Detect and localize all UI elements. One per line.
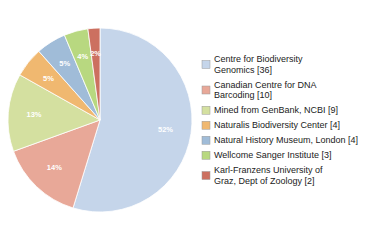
legend-label: Natural History Museum, London [4] (214, 135, 358, 145)
slices (8, 28, 192, 212)
data-label: 14% (47, 163, 62, 172)
legend-label: Wellcome Sanger Institute [3] (214, 150, 331, 160)
legend-swatch (202, 136, 210, 144)
background (0, 0, 380, 240)
legend-label: Karl-Franzens University ofGraz, Dept of… (214, 165, 323, 186)
data-label: 52% (158, 125, 173, 134)
data-label: 5% (43, 74, 54, 83)
data-labels: 52% 14% 13% 5% 5% 4%2% (26, 49, 173, 172)
legend-swatch (202, 106, 210, 114)
legend-swatch (202, 61, 210, 69)
data-label: 4% (77, 52, 88, 61)
legend-swatch (202, 121, 210, 129)
chart: 52% 14% 13% 5% 5% 4%2% Centre for Biodiversity… (0, 0, 380, 240)
legend-label: Centre for BiodiversityGenomics [36] (214, 54, 303, 75)
legend-label: Canadian Centre for DNABarcoding [10] (214, 80, 317, 101)
data-label: 2% (90, 49, 101, 58)
data-label: 5% (59, 59, 70, 68)
pie-slice (64, 29, 100, 120)
data-label: 13% (26, 110, 41, 119)
legend-label: Naturalis Biodiversity Center [4] (214, 120, 340, 130)
legend-swatch (202, 172, 210, 180)
legend-swatch (202, 151, 210, 159)
pie-slice (88, 28, 100, 120)
legend-swatch (202, 86, 210, 94)
legend-label: Mined from GenBank, NCBI [9] (214, 105, 338, 115)
legend: Centre for BiodiversityGenomics [36] Cana… (202, 54, 358, 186)
